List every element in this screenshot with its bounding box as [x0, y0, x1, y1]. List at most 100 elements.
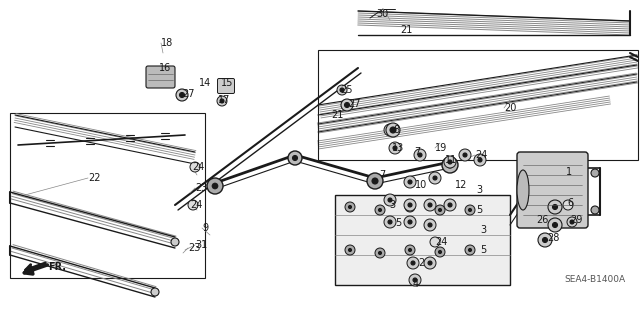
Circle shape	[543, 238, 547, 242]
Text: 20: 20	[504, 103, 516, 113]
Circle shape	[463, 153, 467, 157]
Circle shape	[404, 199, 416, 211]
Circle shape	[538, 233, 552, 247]
Text: 22: 22	[88, 173, 100, 183]
Text: 25: 25	[340, 85, 353, 95]
Text: 24: 24	[435, 237, 447, 247]
Circle shape	[465, 205, 475, 215]
Circle shape	[384, 124, 396, 136]
Text: 26: 26	[536, 215, 548, 225]
Circle shape	[424, 219, 436, 231]
Circle shape	[378, 251, 381, 255]
Circle shape	[337, 85, 347, 95]
Circle shape	[442, 157, 458, 173]
Text: 27: 27	[348, 99, 360, 109]
Circle shape	[378, 209, 381, 211]
Text: 5: 5	[480, 245, 486, 255]
Circle shape	[459, 149, 471, 161]
Text: 4: 4	[413, 279, 419, 289]
Circle shape	[408, 180, 412, 184]
Circle shape	[418, 153, 422, 157]
Circle shape	[563, 200, 573, 210]
Circle shape	[344, 102, 349, 108]
Text: 21: 21	[331, 110, 344, 120]
FancyBboxPatch shape	[146, 66, 175, 88]
Circle shape	[428, 223, 432, 227]
Text: 5: 5	[395, 218, 401, 228]
Circle shape	[405, 202, 415, 212]
Circle shape	[444, 199, 456, 211]
Circle shape	[407, 257, 419, 269]
Circle shape	[465, 245, 475, 255]
Circle shape	[349, 249, 351, 251]
Text: SEA4-B1400A: SEA4-B1400A	[564, 276, 625, 285]
Circle shape	[408, 203, 412, 207]
Circle shape	[447, 162, 453, 168]
Text: 27: 27	[182, 89, 195, 99]
Circle shape	[384, 194, 396, 206]
Bar	[318, 50, 638, 160]
Circle shape	[548, 200, 562, 214]
Circle shape	[217, 96, 227, 106]
Text: FR.: FR.	[48, 262, 66, 272]
Text: 7: 7	[414, 147, 420, 157]
Text: 3: 3	[480, 225, 486, 235]
Circle shape	[552, 204, 557, 210]
Text: 10: 10	[415, 180, 428, 190]
Circle shape	[468, 249, 472, 251]
Circle shape	[429, 172, 441, 184]
Circle shape	[288, 151, 302, 165]
Text: 31: 31	[195, 240, 207, 250]
Circle shape	[390, 127, 396, 133]
Text: 11: 11	[445, 155, 457, 165]
Circle shape	[341, 99, 353, 111]
Circle shape	[552, 222, 557, 227]
Circle shape	[349, 205, 351, 209]
Circle shape	[388, 220, 392, 224]
Circle shape	[393, 146, 397, 150]
Circle shape	[176, 89, 188, 101]
Circle shape	[548, 218, 562, 232]
Circle shape	[404, 176, 416, 188]
Text: 30: 30	[376, 9, 388, 19]
Text: 5: 5	[476, 205, 483, 215]
Text: 1: 1	[566, 167, 572, 177]
Circle shape	[345, 202, 355, 212]
Circle shape	[478, 158, 482, 162]
Text: 21: 21	[400, 25, 412, 35]
Circle shape	[408, 249, 412, 251]
Circle shape	[367, 173, 383, 189]
Circle shape	[591, 169, 599, 177]
Text: 23: 23	[195, 183, 207, 193]
Circle shape	[292, 155, 298, 160]
Circle shape	[408, 220, 412, 224]
Circle shape	[171, 238, 179, 246]
Text: 24: 24	[475, 150, 488, 160]
Text: 24: 24	[190, 200, 202, 210]
Circle shape	[428, 261, 432, 265]
Circle shape	[212, 183, 218, 189]
Text: 3: 3	[389, 200, 395, 210]
Circle shape	[438, 250, 442, 254]
Circle shape	[188, 200, 198, 210]
Circle shape	[220, 99, 224, 103]
Bar	[335, 195, 510, 285]
Circle shape	[345, 245, 355, 255]
Text: 19: 19	[435, 143, 447, 153]
Circle shape	[438, 209, 442, 211]
Circle shape	[375, 205, 385, 215]
Circle shape	[435, 205, 445, 215]
Circle shape	[567, 217, 577, 227]
Text: 14: 14	[199, 78, 211, 88]
Circle shape	[430, 237, 440, 247]
Bar	[10, 113, 205, 278]
FancyBboxPatch shape	[517, 152, 588, 228]
Text: 8: 8	[393, 125, 399, 135]
Text: 13: 13	[392, 143, 404, 153]
Circle shape	[340, 88, 344, 92]
Text: 17: 17	[218, 95, 230, 105]
Text: 2: 2	[418, 258, 424, 268]
Circle shape	[190, 162, 200, 172]
Circle shape	[384, 216, 396, 228]
Circle shape	[448, 203, 452, 207]
